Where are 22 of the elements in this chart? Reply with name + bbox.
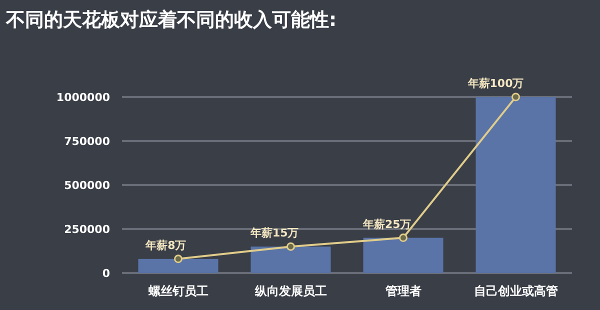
- bar: [363, 238, 444, 273]
- bar: [250, 246, 331, 273]
- bar: [138, 258, 218, 273]
- y-tick-label: 500000: [64, 179, 110, 192]
- y-tick-label: 0: [102, 267, 110, 280]
- x-tick-label: 纵向发展员工: [254, 284, 327, 298]
- bar: [476, 97, 556, 273]
- data-label: 年薪25万: [362, 218, 412, 231]
- point: [174, 254, 182, 264]
- point: [512, 92, 520, 102]
- point: [399, 234, 408, 242]
- data-label: 年薪100万: [466, 77, 524, 90]
- chart-title: 不同的天花板对应着不同的收入可能性:: [5, 9, 337, 31]
- x-tick-label: 螺丝钉员工: [147, 284, 208, 298]
- y-tick-label: 1000000: [56, 91, 110, 104]
- data-label: 年薪8万: [144, 238, 186, 252]
- point: [286, 242, 295, 251]
- x-tick-label: 自己创业或高管: [474, 284, 558, 298]
- y-tick-label: 750000: [64, 135, 110, 148]
- x-tick-label: 管理者: [384, 284, 422, 298]
- data-label: 年薪15万: [249, 226, 299, 240]
- y-tick-label: 250000: [64, 223, 110, 236]
